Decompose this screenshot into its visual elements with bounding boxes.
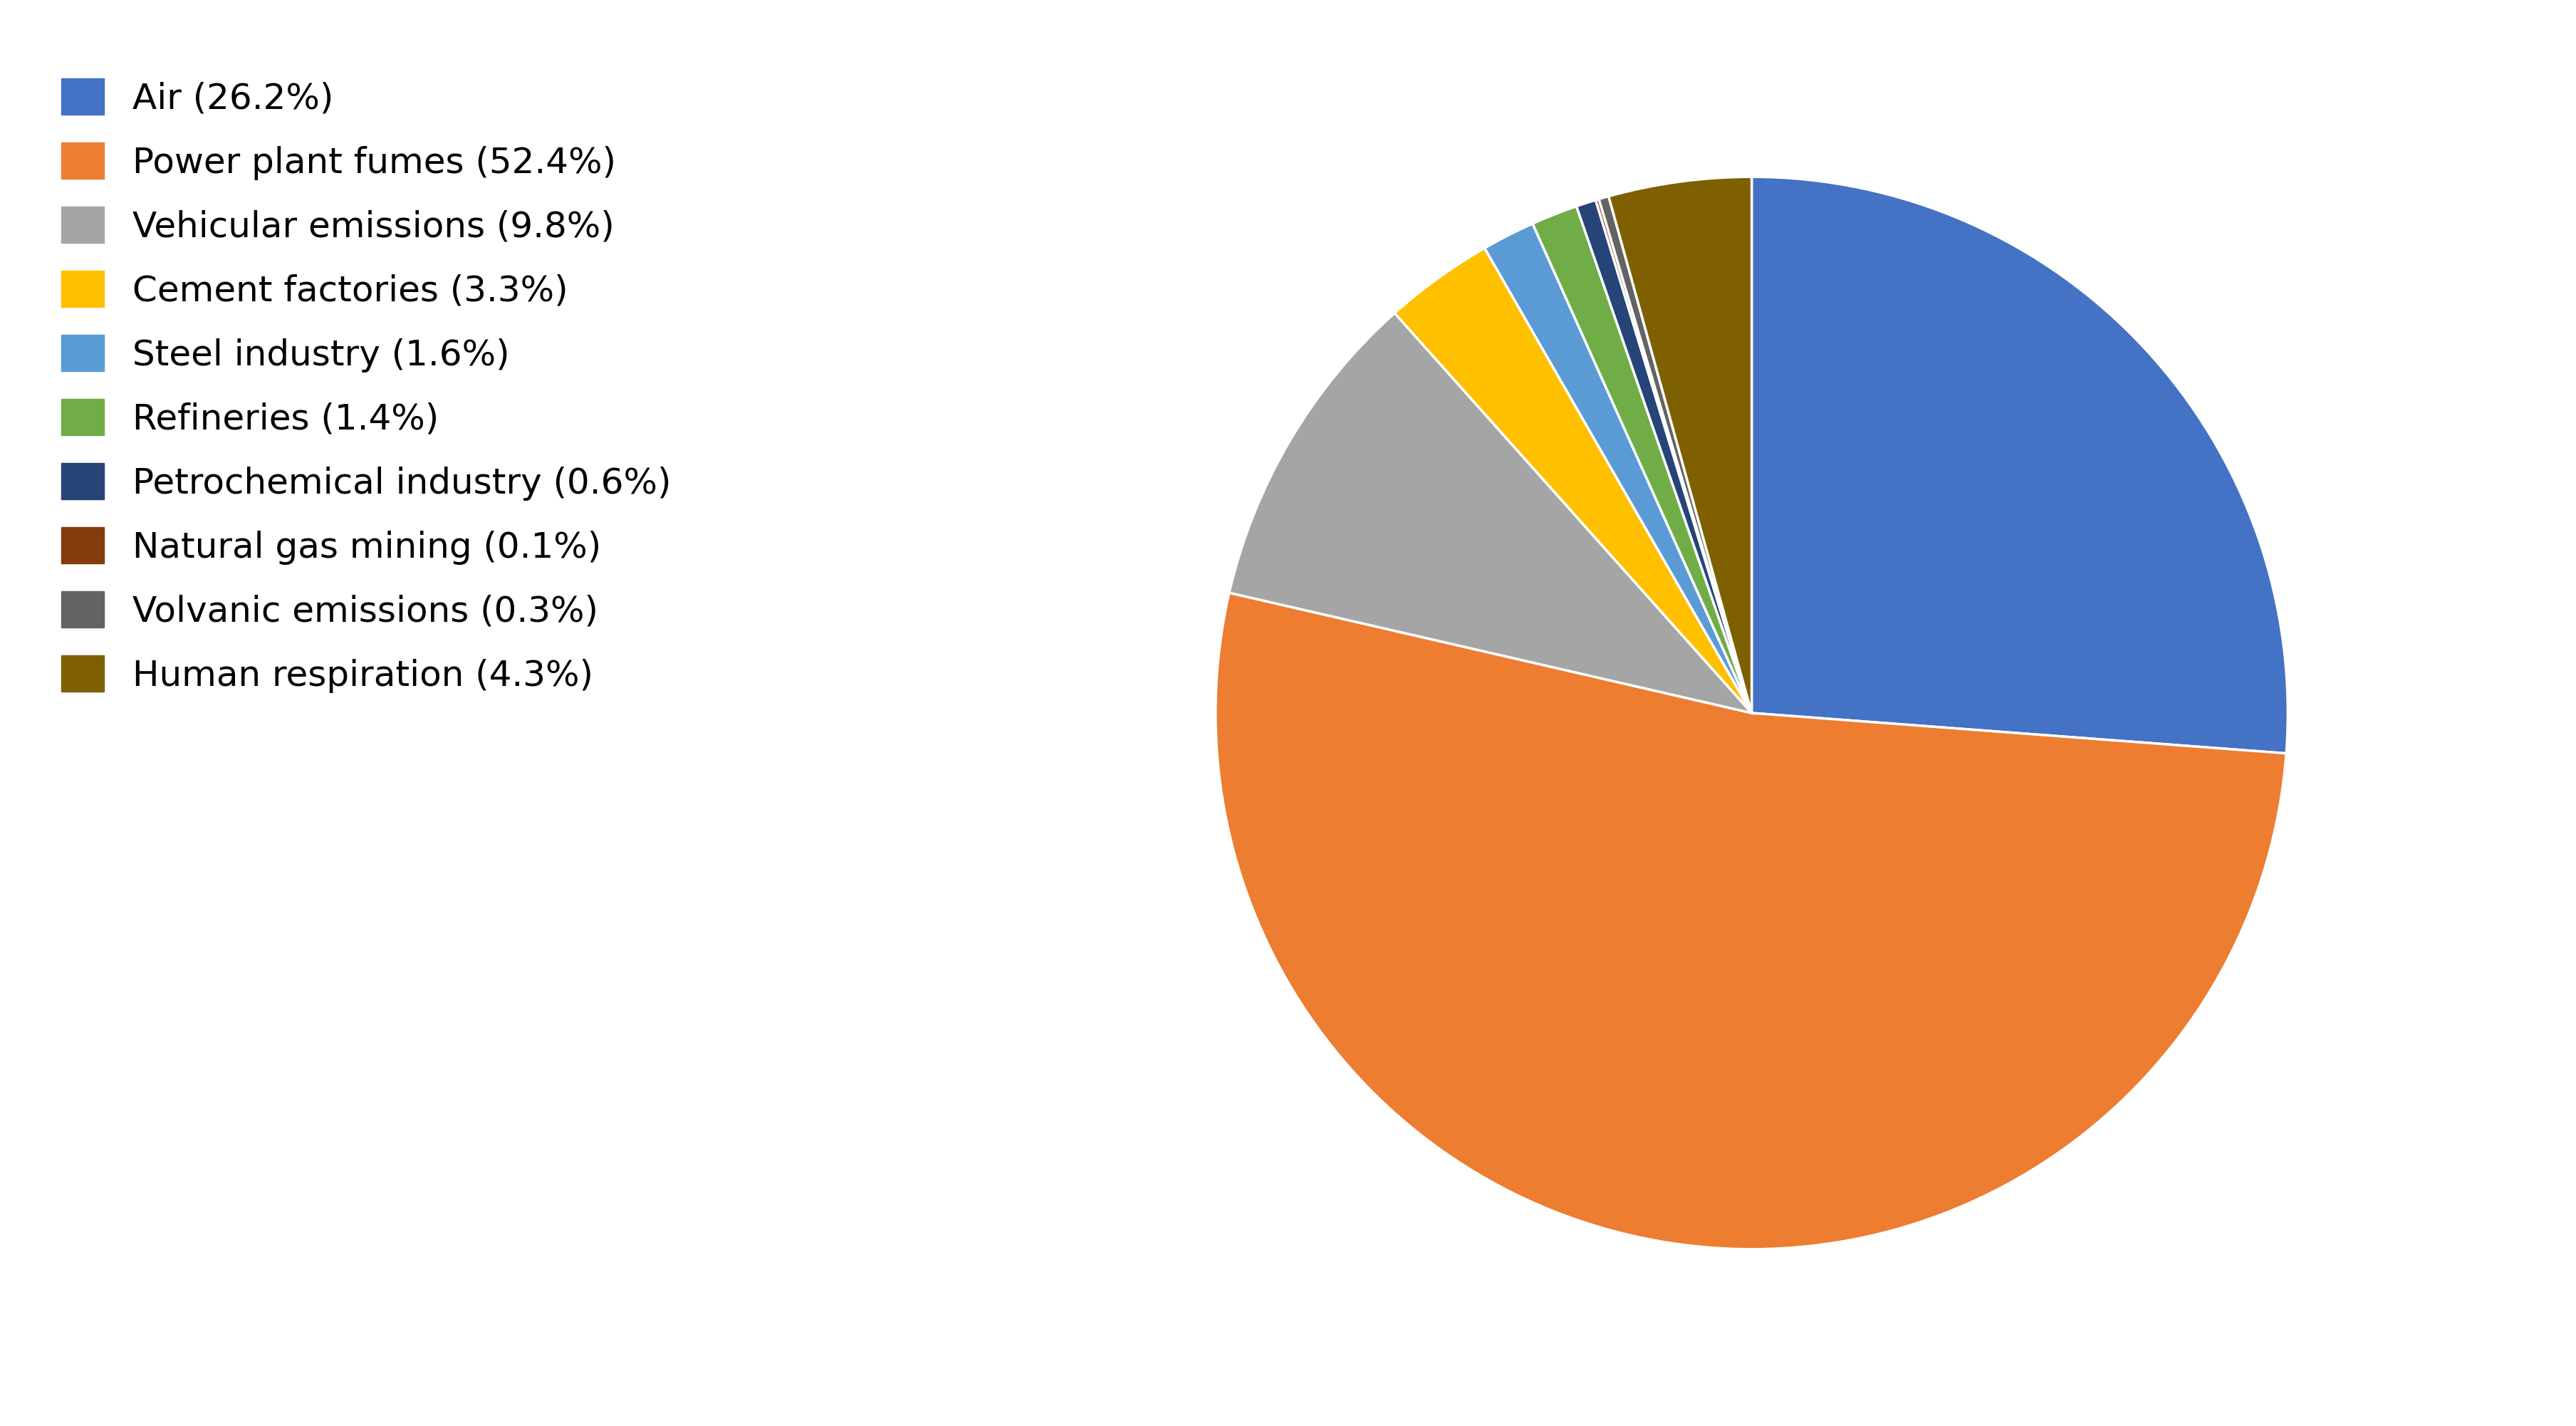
Wedge shape (1216, 593, 2287, 1249)
Wedge shape (1752, 177, 2287, 753)
Wedge shape (1394, 248, 1752, 713)
Wedge shape (1607, 177, 1752, 713)
Wedge shape (1600, 197, 1752, 713)
Wedge shape (1577, 200, 1752, 713)
Wedge shape (1484, 224, 1752, 713)
Wedge shape (1229, 314, 1752, 713)
Wedge shape (1533, 207, 1752, 713)
Legend: Air (26.2%), Power plant fumes (52.4%), Vehicular emissions (9.8%), Cement facto: Air (26.2%), Power plant fumes (52.4%), … (44, 60, 690, 710)
Wedge shape (1595, 200, 1752, 713)
